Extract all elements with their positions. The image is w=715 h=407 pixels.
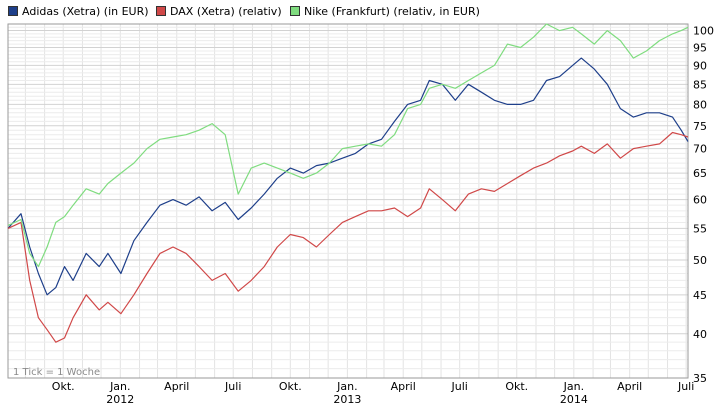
legend-item: Adidas (Xetra) (in EUR) — [8, 4, 149, 20]
y-tick-label: 90 — [693, 59, 707, 72]
legend-swatch — [8, 6, 18, 16]
y-axis-tick-labels: 35 40 45 50 55 60 65 70 75 80 85 90 95 100 — [693, 25, 714, 385]
x-tick-label: Okt. — [279, 380, 302, 393]
x-year-label: 2012 — [106, 393, 134, 406]
y-tick-label: 50 — [693, 254, 707, 267]
series-lines — [7, 23, 689, 343]
y-tick-label: 75 — [693, 120, 707, 133]
tick-interval-note: 1 Tick = 1 Woche — [13, 367, 100, 378]
x-year-label: 2013 — [333, 393, 361, 406]
x-axis-year-labels: 2012 2013 2014 — [106, 393, 588, 406]
x-tick-label: Jan. — [336, 380, 357, 393]
y-tick-label: 35 — [693, 372, 707, 385]
x-tick-label: April — [617, 380, 642, 393]
x-tick-label: Okt. — [505, 380, 528, 393]
x-tick-label: Jan. — [563, 380, 584, 393]
x-tick-label: Jan. — [109, 380, 130, 393]
y-tick-label: 70 — [693, 143, 707, 156]
y-tick-label: 95 — [693, 42, 707, 55]
series-line-2 — [7, 131, 689, 343]
series-line-3 — [7, 23, 689, 268]
y-tick-label: 80 — [693, 98, 707, 111]
legend-item: Nike (Frankfurt) (relativ, in EUR) — [290, 4, 480, 20]
x-tick-label: Juli — [451, 380, 468, 393]
legend-label: Adidas (Xetra) (in EUR) — [22, 5, 149, 18]
legend-item: DAX (Xetra) (relativ) — [156, 4, 282, 20]
x-tick-label: Juli — [224, 380, 241, 393]
legend-label: DAX (Xetra) (relativ) — [170, 5, 282, 18]
legend-swatch — [156, 6, 166, 16]
y-tick-label: 55 — [693, 222, 707, 235]
chart-grid — [8, 23, 688, 379]
plot-frame — [7, 23, 689, 379]
x-year-label: 2014 — [560, 393, 588, 406]
series-line-1 — [7, 57, 689, 296]
x-tick-label: April — [164, 380, 189, 393]
x-axis-tick-labels: Okt. Jan. April Juli Okt. Jan. April Juli Okt. Ja… — [52, 380, 695, 393]
y-tick-label: 45 — [693, 289, 707, 302]
y-tick-label: 60 — [693, 194, 707, 207]
legend-label: Nike (Frankfurt) (relativ, in EUR) — [304, 5, 480, 18]
x-tick-label: Juli — [677, 380, 694, 393]
y-tick-label: 100 — [693, 25, 714, 38]
y-tick-label: 85 — [693, 78, 707, 91]
legend-swatch — [290, 6, 300, 16]
x-tick-label: April — [391, 380, 416, 393]
y-tick-label: 65 — [693, 167, 707, 180]
x-tick-label: Okt. — [52, 380, 75, 393]
y-tick-label: 40 — [693, 328, 707, 341]
